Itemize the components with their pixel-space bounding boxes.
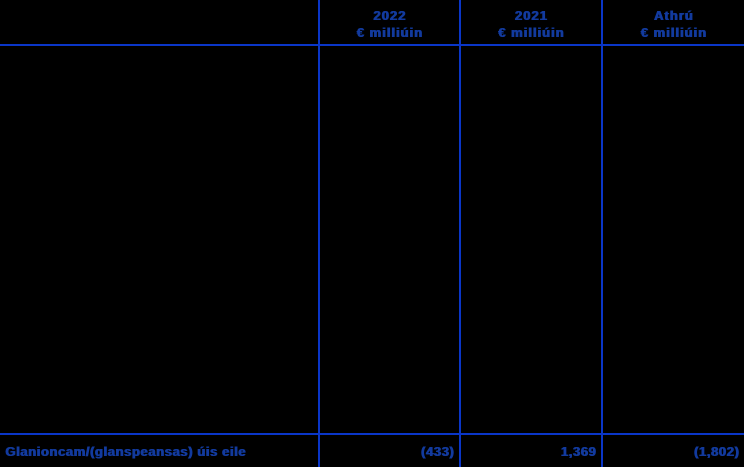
body-empty-cell <box>601 46 744 433</box>
body-empty-cell <box>459 46 601 433</box>
row-value-2022: (433) <box>318 435 459 467</box>
row-value-2021: 1,369 <box>459 435 601 467</box>
table-header-row: 2022 € milliúin 2021 € milliúin Athrú € … <box>0 0 744 46</box>
header-unit: € milliúin <box>356 25 423 40</box>
body-empty-cell <box>318 46 459 433</box>
header-unit: € milliúin <box>497 25 565 40</box>
row-value-change: (1,802) <box>601 435 744 467</box>
header-unit: € milliúin <box>640 25 707 40</box>
table-header-cell-2022: 2022 € milliúin <box>318 0 459 44</box>
row-label: Glanioncam/(glanspeansas) úis eile <box>5 443 246 459</box>
table-header-cell-change: Athrú € milliúin <box>601 0 744 44</box>
table-row-total: Glanioncam/(glanspeansas) úis eile (433)… <box>0 433 744 467</box>
table-body-empty-region <box>0 46 744 433</box>
header-year: 2022 <box>373 8 406 23</box>
header-year: 2021 <box>514 8 548 23</box>
body-empty-cell <box>0 46 318 433</box>
header-empty-cell <box>0 0 318 44</box>
header-year: Athrú <box>653 8 694 23</box>
table-header-cell-2021: 2021 € milliúin <box>459 0 601 44</box>
